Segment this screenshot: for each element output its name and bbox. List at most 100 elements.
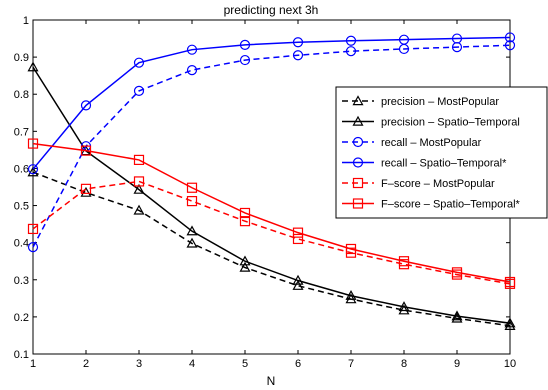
x-tick-label: 1 [30,358,36,370]
data-point [186,64,198,76]
x-tick-label: 4 [189,358,195,370]
series-line [32,66,511,324]
data-point [398,34,410,45]
y-tick-label: 1 [23,15,29,27]
data-point [451,312,463,323]
y-tick-label: 0.2 [14,312,29,324]
y-tick-label: 0.6 [14,163,29,175]
x-tick-label: 3 [136,358,142,370]
plot-area: 1 2 3 4 5 6 7 8 9 10 0.1 0.2 0.3 0.4 0.5 0.6 0.7 0.8 0.9 1 [14,15,516,370]
legend-marker [352,95,364,106]
legend-marker [352,177,364,189]
data-point [27,138,39,149]
legend-label: F–score – MostPopular [381,178,495,190]
data-point [345,293,357,304]
data-point [27,166,39,177]
series-line [32,180,511,285]
data-point [80,183,92,194]
data-point [27,61,39,72]
data-point [345,46,357,57]
series-2 [27,40,516,253]
data-point [239,39,251,50]
data-point [292,37,304,48]
series-line [32,44,511,248]
data-point [27,242,39,253]
y-tick-label: 0.7 [14,126,29,138]
data-point [292,50,304,61]
data-point [504,32,516,43]
y-tick-label: 0.5 [14,201,29,213]
data-point [186,182,198,193]
x-tick-label: 10 [504,358,516,370]
series-3 [27,32,516,175]
legend-label: recall – Spatio–Temporal* [381,158,507,170]
data-point [80,100,92,111]
legend-marker [352,115,364,126]
data-point [292,233,304,245]
x-tick-label: 2 [83,358,89,370]
x-tick-label: 8 [401,358,407,370]
data-point [451,267,463,278]
legend-label: recall – MostPopular [381,137,482,149]
data-point [292,274,304,285]
data-point [398,301,410,312]
data-point [292,227,304,238]
data-point [80,186,92,197]
x-tick-label: 9 [454,358,460,370]
legend-item: recall – MostPopular [342,136,482,149]
legend: precision – MostPopular precision – Spati… [335,86,548,219]
y-tick-label: 0.4 [14,238,29,250]
data-point [239,255,251,266]
legend-label: precision – Spatio–Temporal [381,117,520,129]
y-tick-label: 0.8 [14,89,29,101]
data-point [239,216,251,227]
data-point [27,164,39,175]
legend-marker [352,157,364,168]
legend-box [335,86,548,219]
x-tick-label: 6 [295,358,301,370]
data-point [133,154,145,166]
data-point [398,256,410,267]
data-point [186,237,198,248]
legend-item: precision – MostPopular [342,95,499,108]
legend-label: F–score – Spatio–Temporal* [381,199,521,211]
chart-title: predicting next 3h [224,3,319,17]
data-point [504,276,516,288]
data-point [504,320,516,330]
data-point [345,243,357,255]
x-tick-label: 7 [348,358,354,370]
series-0 [27,166,516,330]
data-point [239,261,251,272]
y-tick-label: 0.1 [14,349,29,361]
y-tick-label: 0.3 [14,275,29,287]
legend-marker [352,198,364,209]
legend-marker [352,136,364,148]
data-point [504,317,516,328]
series-line [32,171,511,327]
x-axis-title: N [267,374,276,388]
data-point [398,304,410,315]
legend-item: F–score – Spatio–Temporal* [342,198,521,211]
legend-label: precision – MostPopular [381,96,499,108]
data-point [292,279,304,290]
series-5 [27,138,516,288]
y-tick-label: 0.9 [14,52,29,64]
data-point [239,54,251,66]
data-point [27,223,39,235]
data-point [133,176,145,187]
data-point [451,33,463,44]
data-point [133,204,145,215]
data-point [186,225,198,236]
data-point [345,290,357,300]
series-line [32,36,511,170]
data-point [451,310,463,321]
legend-item: F–score – MostPopular [342,177,495,190]
legend-item: recall – Spatio–Temporal* [342,157,507,170]
series-line [32,142,511,283]
data-point [345,35,357,46]
data-point [133,85,145,96]
data-point [504,40,516,51]
legend-item: precision – Spatio–Temporal [342,115,520,129]
data-point [239,207,251,219]
